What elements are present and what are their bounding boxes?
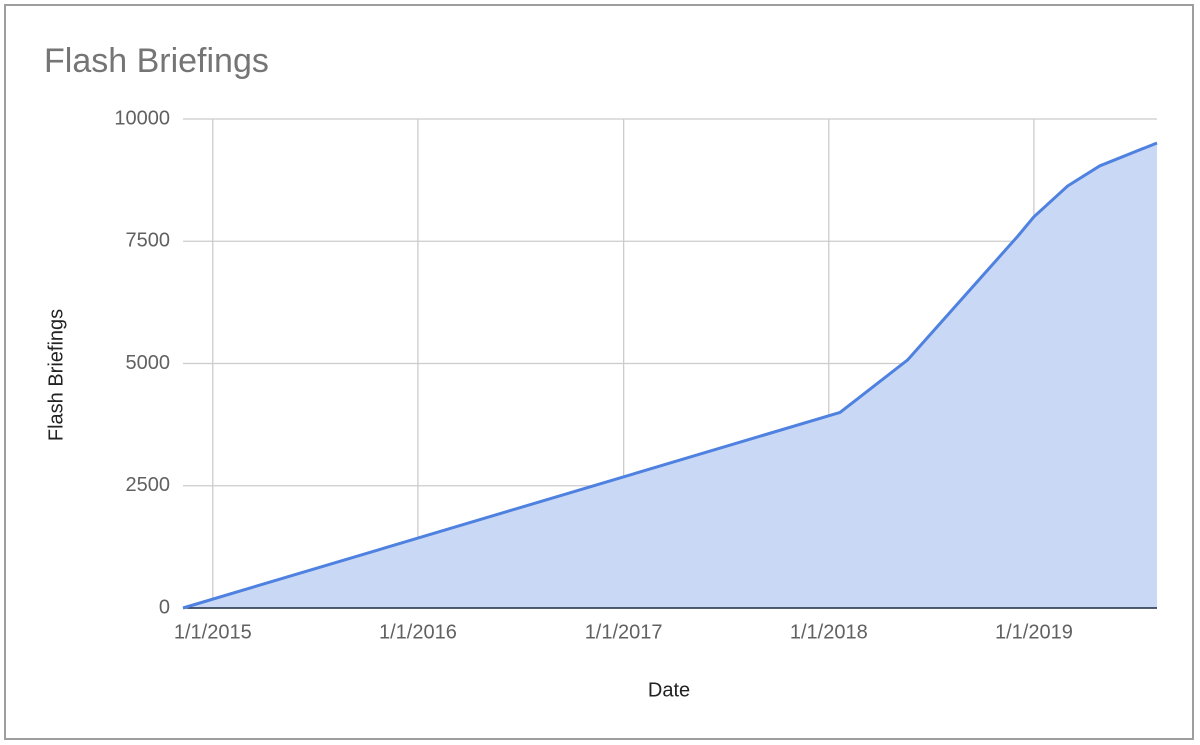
x-tick-label: 1/1/2019 bbox=[995, 621, 1073, 643]
y-tick-label: 5000 bbox=[126, 352, 171, 374]
y-tick-label: 2500 bbox=[126, 474, 171, 496]
x-tick-label: 1/1/2018 bbox=[790, 621, 868, 643]
y-tick-label: 10000 bbox=[114, 107, 170, 129]
y-axis-label: Flash Briefings bbox=[45, 309, 67, 441]
y-tick-label: 0 bbox=[159, 596, 170, 618]
y-tick-label: 7500 bbox=[126, 230, 171, 252]
x-axis-label: Date bbox=[648, 679, 690, 701]
x-tick-label: 1/1/2015 bbox=[174, 621, 252, 643]
x-tick-label: 1/1/2016 bbox=[379, 621, 457, 643]
area-fill bbox=[183, 142, 1157, 608]
chart-title: Flash Briefings bbox=[44, 42, 269, 80]
area-line bbox=[182, 141, 1158, 610]
x-tick-label: 1/1/2017 bbox=[585, 621, 663, 643]
